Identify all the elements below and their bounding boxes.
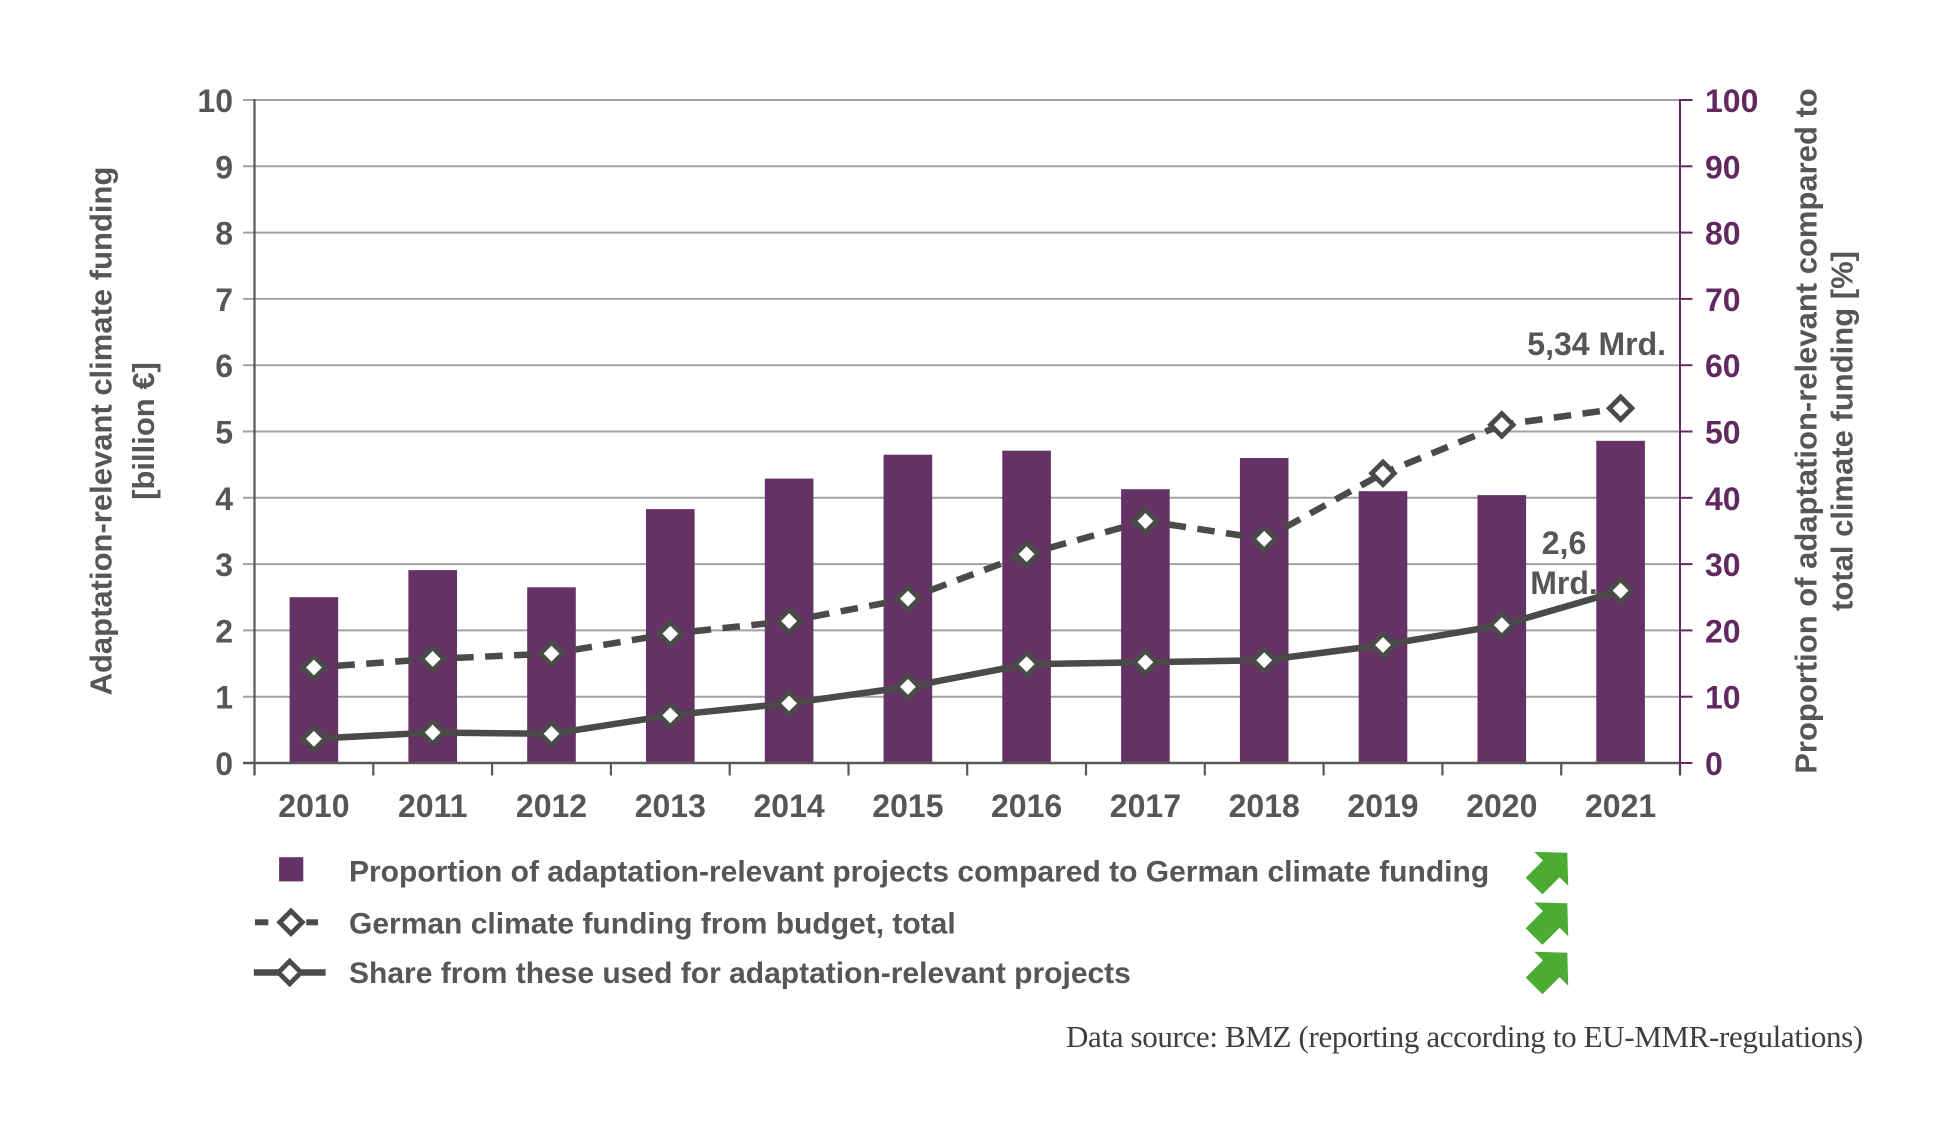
svg-text:5,34 Mrd.: 5,34 Mrd.	[1527, 326, 1666, 362]
svg-text:60: 60	[1705, 348, 1741, 384]
svg-text:Mrd.: Mrd.	[1530, 565, 1598, 601]
svg-text:2015: 2015	[872, 788, 943, 824]
svg-text:0: 0	[215, 746, 233, 782]
svg-text:2: 2	[215, 613, 233, 649]
svg-text:2018: 2018	[1229, 788, 1300, 824]
svg-text:80: 80	[1705, 216, 1741, 252]
svg-text:3: 3	[215, 547, 233, 583]
svg-text:8: 8	[215, 216, 233, 252]
svg-text:20: 20	[1705, 613, 1741, 649]
svg-text:2012: 2012	[516, 788, 587, 824]
svg-text:2020: 2020	[1466, 788, 1537, 824]
svg-text:Adaptation-relevant climate fu: Adaptation-relevant climate funding	[84, 167, 119, 696]
svg-text:Proportion of adaptation-relev: Proportion of adaptation-relevant projec…	[349, 856, 1489, 889]
svg-text:70: 70	[1705, 282, 1741, 318]
svg-text:1: 1	[215, 680, 233, 716]
svg-text:7: 7	[215, 282, 233, 318]
svg-text:5: 5	[215, 415, 233, 451]
svg-text:2019: 2019	[1347, 788, 1418, 824]
svg-text:total climate funding [%]: total climate funding [%]	[1825, 251, 1860, 611]
svg-text:Share from these used for adap: Share from these used for adaptation-rel…	[349, 957, 1131, 990]
svg-text:2021: 2021	[1585, 788, 1656, 824]
svg-text:9: 9	[215, 149, 233, 185]
svg-text:[billion €]: [billion €]	[126, 362, 161, 500]
svg-text:0: 0	[1705, 746, 1723, 782]
svg-text:2017: 2017	[1110, 788, 1181, 824]
svg-text:German climate funding from bu: German climate funding from budget, tota…	[349, 907, 956, 940]
svg-text:90: 90	[1705, 149, 1741, 185]
svg-text:40: 40	[1705, 481, 1741, 517]
svg-text:2014: 2014	[754, 788, 825, 824]
svg-text:10: 10	[197, 83, 233, 119]
svg-text:100: 100	[1705, 83, 1758, 119]
svg-text:30: 30	[1705, 547, 1741, 583]
svg-text:Data source: BMZ (reporting ac: Data source: BMZ (reporting according to…	[1066, 1019, 1863, 1054]
svg-text:2,6: 2,6	[1542, 525, 1586, 561]
svg-text:50: 50	[1705, 415, 1741, 451]
svg-text:2011: 2011	[398, 788, 467, 824]
svg-text:10: 10	[1705, 680, 1741, 716]
svg-text:2010: 2010	[278, 788, 349, 824]
svg-text:Proportion of adaptation-relev: Proportion of adaptation-relevant compar…	[1789, 88, 1824, 774]
svg-text:6: 6	[215, 348, 233, 384]
svg-text:2013: 2013	[635, 788, 706, 824]
svg-text:2016: 2016	[991, 788, 1062, 824]
svg-text:4: 4	[215, 481, 233, 517]
